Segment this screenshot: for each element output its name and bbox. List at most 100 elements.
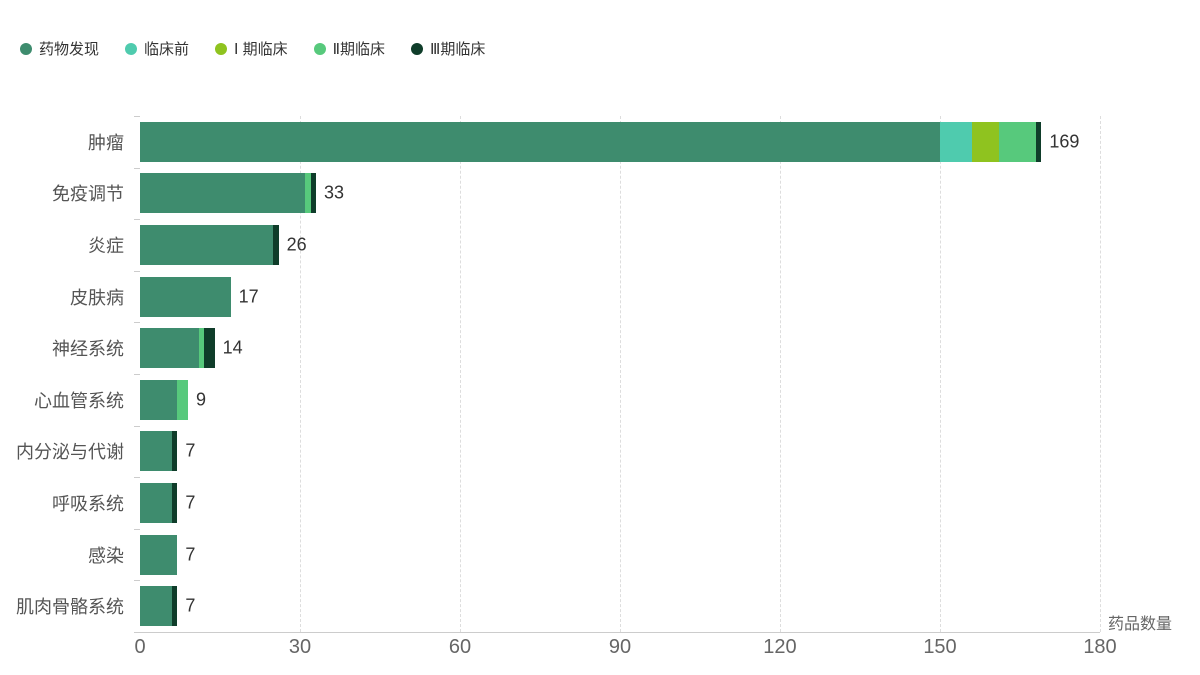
bar-value-label-7: 7 — [185, 492, 196, 513]
legend-dot-icon — [313, 42, 326, 55]
bar-row-9: 7 — [140, 580, 1100, 632]
bar-value-label-0: 169 — [1049, 131, 1080, 152]
gridline-150 — [940, 116, 941, 632]
bar-segment-6-4[interactable] — [171, 431, 178, 472]
legend-item-4[interactable]: Ⅲ期临床 — [411, 38, 485, 59]
bar-row-6: 7 — [140, 426, 1100, 478]
bar-segment-0-0[interactable] — [140, 121, 940, 162]
bar-segment-4-0[interactable] — [140, 328, 199, 369]
x-tick-label-120: 120 — [763, 636, 797, 658]
legend-item-2[interactable]: Ⅰ 期临床 — [215, 38, 288, 59]
legend-item-0[interactable]: 药物发现 — [20, 38, 99, 59]
bar-1[interactable] — [140, 173, 316, 214]
bar-value-label-5: 9 — [196, 389, 207, 410]
bar-segment-1-0[interactable] — [140, 173, 306, 214]
bar-segment-6-0[interactable] — [140, 431, 172, 472]
bar-2[interactable] — [140, 224, 279, 265]
bar-segment-1-3[interactable] — [305, 173, 311, 214]
legend-label: 临床前 — [144, 41, 190, 58]
category-label-4: 神经系统 — [52, 339, 124, 360]
bar-3[interactable] — [140, 276, 231, 317]
y-axis-tick — [134, 270, 140, 272]
bar-7[interactable] — [140, 482, 178, 523]
x-tick-label-180: 180 — [1083, 636, 1117, 658]
bar-segment-0-1[interactable] — [939, 121, 972, 162]
bar-segment-2-0[interactable] — [140, 224, 274, 265]
x-tick-label-0: 0 — [134, 636, 146, 658]
legend-item-1[interactable]: 临床前 — [125, 38, 189, 59]
bar-value-label-8: 7 — [185, 544, 196, 565]
y-axis-tick — [134, 167, 140, 169]
legend-label: Ⅱ期临床 — [332, 41, 386, 58]
y-axis-tick — [134, 219, 140, 221]
bar-5[interactable] — [140, 379, 188, 420]
bar-row-5: 9 — [140, 374, 1100, 426]
y-axis-tick — [134, 116, 140, 117]
bar-segment-4-3[interactable] — [198, 328, 204, 369]
category-label-9: 肌肉骨骼系统 — [16, 597, 124, 618]
gridline-90 — [620, 116, 621, 632]
bar-segment-7-0[interactable] — [140, 482, 172, 523]
bar-segment-1-4[interactable] — [310, 173, 316, 214]
category-label-0: 肿瘤 — [88, 132, 124, 153]
bar-value-label-1: 33 — [324, 182, 345, 203]
y-axis-tick — [134, 477, 140, 479]
legend-item-3[interactable]: Ⅱ期临床 — [313, 38, 386, 59]
bar-0[interactable] — [140, 121, 1042, 162]
bar-row-3: 17 — [140, 271, 1100, 323]
x-axis: 0 30 60 90 120 150 180 — [134, 636, 1116, 666]
legend: 药物发现 临床前 Ⅰ 期临床 Ⅱ期临床 Ⅲ期临床 — [20, 38, 485, 59]
bar-segment-5-0[interactable] — [140, 379, 178, 420]
legend-dot-icon — [20, 42, 32, 55]
legend-dot-icon — [125, 42, 138, 55]
category-label-8: 感染 — [88, 545, 124, 566]
legend-dot-icon — [411, 42, 424, 55]
bar-row-1: 33 — [140, 168, 1100, 220]
gridline-180 — [1100, 116, 1101, 632]
y-axis-tick — [134, 322, 140, 324]
bar-8[interactable] — [140, 534, 178, 575]
x-axis-title: 药品数量 — [1108, 616, 1173, 633]
legend-label: Ⅲ期临床 — [430, 41, 486, 58]
bar-segment-5-3[interactable] — [177, 379, 188, 420]
bar-value-label-9: 7 — [185, 595, 196, 616]
bar-segment-0-3[interactable] — [998, 121, 1036, 162]
category-label-1: 免疫调节 — [52, 184, 124, 205]
bar-segment-3-0[interactable] — [140, 276, 231, 317]
y-axis-labels: 肿瘤 免疫调节 炎症 皮肤病 神经系统 心血管系统 内分泌与代谢 呼吸系统 感染 肌肉骨骼系统 — [0, 116, 132, 632]
x-tick-label-60: 60 — [448, 636, 472, 658]
y-axis-tick — [134, 374, 140, 375]
gridline-120 — [779, 116, 781, 632]
y-axis-tick — [134, 632, 140, 633]
bar-row-4: 14 — [140, 322, 1100, 374]
bar-4[interactable] — [140, 328, 215, 369]
bar-9[interactable] — [140, 586, 178, 627]
bar-segment-4-4[interactable] — [203, 328, 215, 369]
x-tick-label-150: 150 — [923, 636, 957, 658]
x-tick-label-90: 90 — [608, 636, 632, 658]
legend-label: Ⅰ 期临床 — [234, 41, 288, 58]
bar-row-2: 26 — [140, 219, 1100, 271]
gridline-60 — [459, 116, 461, 632]
category-label-7: 呼吸系统 — [52, 494, 124, 514]
x-tick-label-30: 30 — [288, 636, 312, 658]
bar-segment-8-0[interactable] — [140, 534, 178, 575]
bar-segment-0-4[interactable] — [1035, 121, 1042, 162]
bar-6[interactable] — [140, 431, 178, 472]
bar-value-label-4: 14 — [222, 337, 243, 358]
bar-segment-2-4[interactable] — [273, 224, 279, 265]
bar-segment-7-4[interactable] — [171, 482, 178, 523]
category-label-5: 心血管系统 — [34, 390, 124, 411]
bar-value-label-2: 26 — [286, 234, 307, 255]
bar-segment-9-4[interactable] — [171, 586, 178, 627]
legend-label: 药物发现 — [39, 41, 100, 58]
bar-value-label-6: 7 — [185, 440, 196, 461]
bar-row-0: 169 — [140, 116, 1100, 168]
gridline-30 — [299, 116, 301, 632]
bar-segment-0-2[interactable] — [971, 121, 999, 162]
bar-segment-9-0[interactable] — [140, 586, 172, 627]
legend-dot-icon — [215, 42, 228, 55]
category-label-3: 皮肤病 — [70, 287, 124, 308]
bar-row-8: 7 — [140, 529, 1100, 581]
